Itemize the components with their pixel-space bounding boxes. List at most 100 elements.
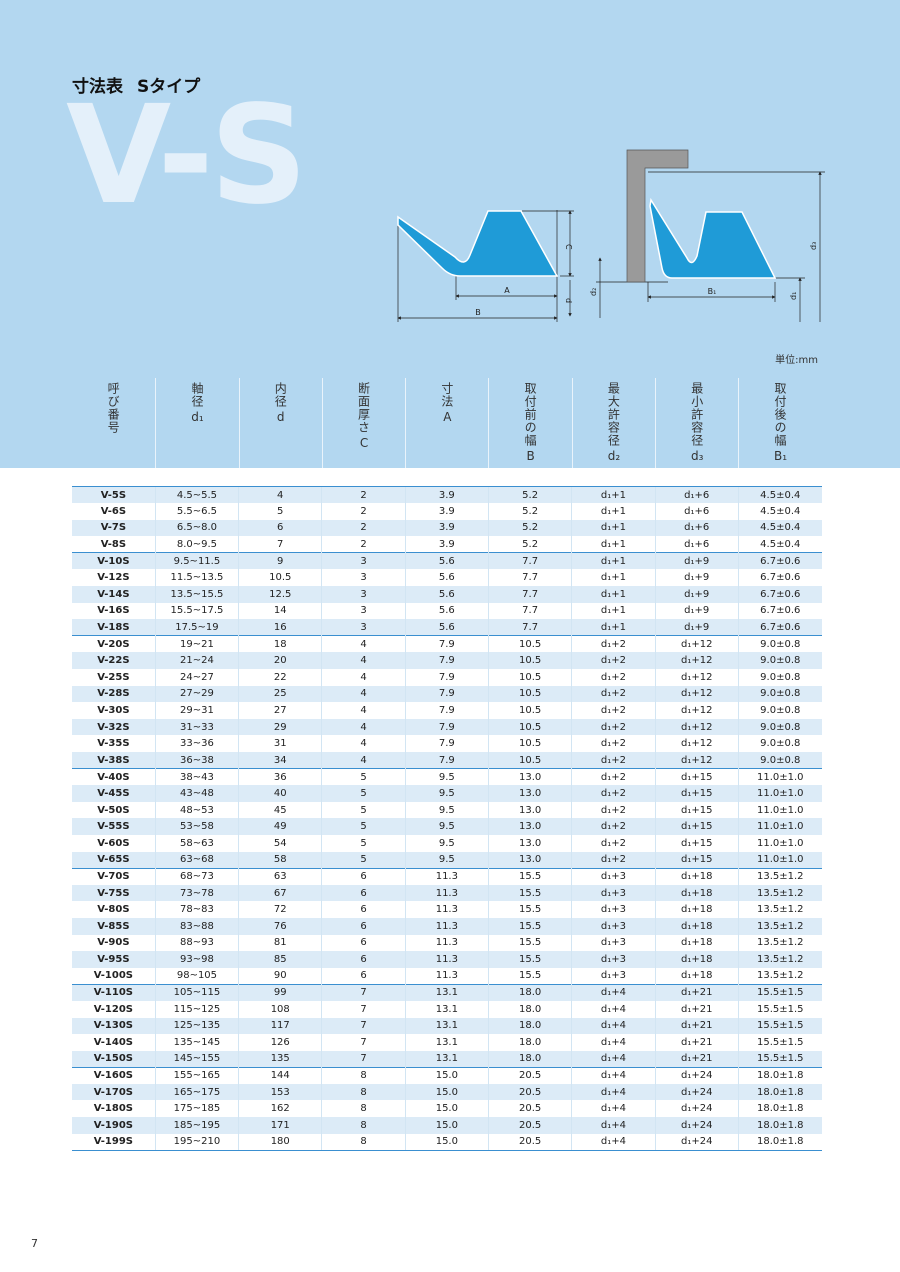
table-cell: 11.3 [404,901,489,918]
table-cell: 12.5 [238,586,322,603]
table-cell: 7 [321,1017,406,1035]
table-cell: 153 [238,1083,322,1101]
table-cell: 29 [238,718,322,736]
table-cell: d₁+12 [654,635,739,653]
table-cell: 7.7 [487,569,572,587]
table-cell: 18.0±1.8 [737,1133,822,1151]
header-sub: C [359,436,369,450]
table-cell: 93~98 [154,951,239,968]
table-cell: 6 [321,901,406,918]
table-cell: 9.5 [404,785,489,802]
table-cell: 67 [238,884,322,902]
table-cell: d₁+4 [571,1100,656,1118]
table-cell: d₁+24 [654,1133,739,1151]
header-text: 呼び番号 [106,382,121,434]
table-cell: 20.5 [487,1066,572,1084]
table-cell: 9.0±0.8 [737,702,822,719]
table-cell: d₁+3 [571,884,656,902]
table-cell: V-7S [100,522,127,534]
table-cell: 13.0 [487,851,572,869]
table-cell: 85 [238,951,322,968]
table-cell: 15.5±1.5 [737,1000,822,1018]
table-cell: V-14S [97,588,130,600]
header-cell: 寸法 A [405,378,488,468]
table-cell: 9.0±0.8 [737,635,822,653]
header-text: 最小許容径 [689,382,704,447]
table-cell: 3 [321,602,406,620]
table-row: V-199S 195~210 180 8 15.0 20.5 d₁+4 d₁+24 18.0±1… [72,1133,822,1151]
table-cell: 11.0±1.0 [737,785,822,802]
table-cell: 105~115 [154,983,239,1001]
table-cell: 6 [321,867,406,885]
table-cell: 15.5 [487,951,572,968]
table-cell: 171 [238,1117,322,1134]
table-cell: d₁+18 [654,967,739,985]
table-cell: d₁+3 [571,867,656,885]
table-cell: V-30S [97,705,130,717]
table-cell: d₁+2 [571,818,656,835]
header-cell: 軸径 d₁ [155,378,238,468]
table-cell: 13.5±1.2 [737,951,822,968]
table-cell: V-190S [93,1119,134,1131]
table-cell: 4 [321,718,406,736]
table-row: V-14S 13.5~15.5 12.5 3 5.6 7.7 d₁+1 d₁+9 6.7±0.6 [72,586,822,603]
table-cell: 15.5 [487,901,572,918]
table-cell: d₁+9 [654,602,739,620]
table-row: V-22S 21~24 20 4 7.9 10.5 d₁+2 d₁+12 9.0±0.8 [72,652,822,670]
header-sub: d₂ [607,449,621,463]
table-cell: 36~38 [154,752,239,769]
table-cell: V-28S [97,688,130,700]
table-cell: 15.5~17.5 [154,602,239,620]
table-cell: 20.5 [487,1117,572,1134]
label-d: d [564,298,573,303]
table-cell: 18.0±1.8 [737,1083,822,1101]
table-cell: V-170S [93,1086,134,1098]
table-cell: d₁+21 [654,1000,739,1018]
table-cell: 13.0 [487,785,572,802]
table-cell: 7.7 [487,602,572,620]
table-cell: 8 [321,1117,406,1134]
table-cell: 144 [238,1066,322,1084]
header-cell: 内径 d [238,378,322,468]
table-cell: 115~125 [154,1000,239,1018]
table-cell: d₁+2 [571,702,656,719]
table-cell: 36 [238,768,322,786]
table-cell: d₁+1 [571,552,656,570]
table-cell: 18.0 [487,1000,572,1018]
table-cell: 8 [321,1066,406,1084]
table-cell: 13.5~15.5 [154,586,239,603]
table-cell: 7.9 [404,718,489,736]
table-cell: V-80S [97,904,130,916]
table-cell: 53~58 [154,818,239,835]
table-cell: 5 [238,503,322,520]
table-row: V-160S 155~165 144 8 15.0 20.5 d₁+4 d₁+24 18.0±1… [72,1066,822,1084]
table-row: V-70S 68~73 63 6 11.3 15.5 d₁+3 d₁+18 13.5±1.2 [72,867,822,885]
table-cell: d₁+15 [654,801,739,819]
table-cell: 21~24 [154,652,239,670]
table-cell: d₁+6 [654,486,739,504]
table-cell: 2 [321,486,406,504]
table-cell: 15.5 [487,867,572,885]
label-c: C [564,244,573,250]
table-row: V-12S 11.5~13.5 10.5 3 5.6 7.7 d₁+1 d₁+9 6.7±0.6 [72,569,822,587]
table-row: V-190S 185~195 171 8 15.0 20.5 d₁+4 d₁+24 18.0±1… [72,1117,822,1134]
table-cell: 10.5 [487,635,572,653]
table-cell: 6 [321,884,406,902]
table-cell: 5 [321,818,406,835]
table-cell: d₁+1 [571,519,656,537]
table-cell: 4.5±0.4 [737,503,822,520]
table-cell: d₁+2 [571,785,656,802]
table-cell: d₁+18 [654,867,739,885]
table-cell: d₁+1 [571,536,656,553]
table-cell: d₁+1 [571,586,656,603]
table-cell: 10.5 [487,702,572,719]
table-cell: V-140S [93,1036,134,1048]
table-cell: 15.0 [404,1083,489,1101]
table-cell: d₁+18 [654,901,739,918]
header-cell: 最大許容径 d₂ [571,378,655,468]
table-row: V-5S 4.5~5.5 4 2 3.9 5.2 d₁+1 d₁+6 4.5±0.4 [72,486,822,504]
table-cell: 49 [238,818,322,835]
table-cell: 18.0 [487,983,572,1001]
label-d2: d₂ [589,288,598,296]
table-cell: 15.5±1.5 [737,983,822,1001]
